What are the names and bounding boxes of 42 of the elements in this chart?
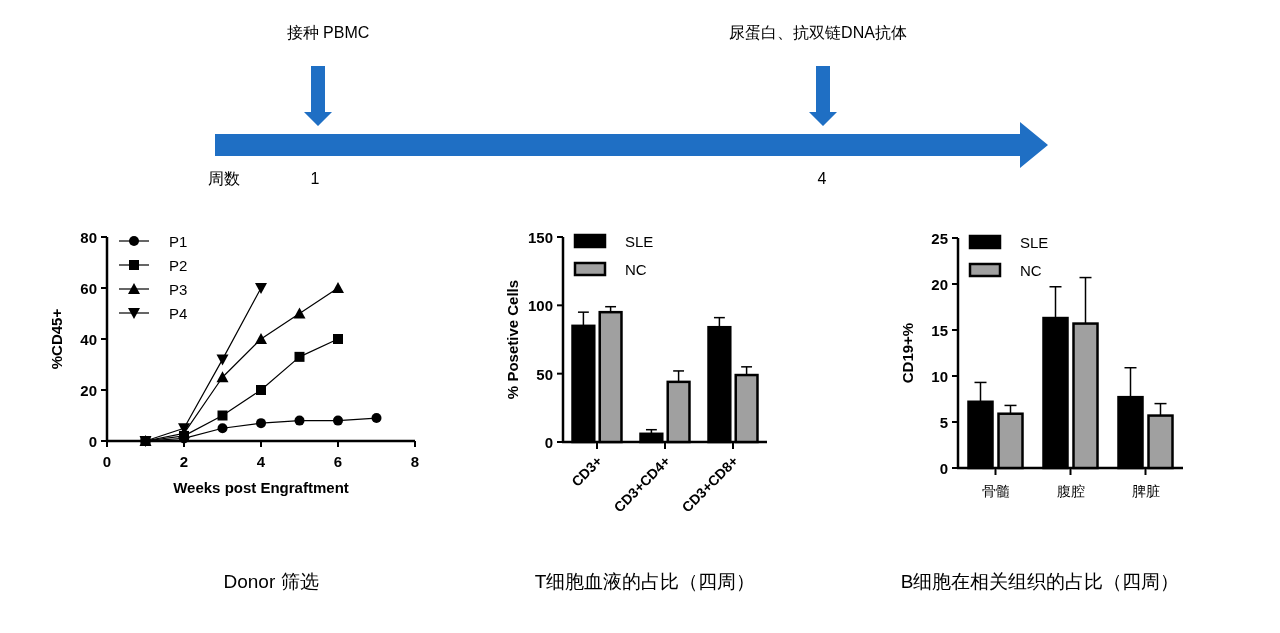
legend-label: P2 bbox=[169, 257, 188, 274]
y-axis-title: CD19+% bbox=[899, 322, 916, 384]
y-tick-label: 15 bbox=[931, 322, 948, 339]
y-tick-label: 50 bbox=[536, 365, 553, 383]
text: 周数 bbox=[208, 170, 240, 187]
legend-label: P3 bbox=[169, 281, 188, 298]
y-tick-label: 0 bbox=[544, 434, 553, 451]
x-tick-label: 2 bbox=[179, 453, 189, 470]
y-tick-label: 100 bbox=[527, 297, 553, 315]
x-tick-label: 腹腔 bbox=[1056, 483, 1085, 499]
x-tick-label: 8 bbox=[410, 453, 420, 470]
legend-label: NC bbox=[1020, 262, 1042, 279]
text: 4 bbox=[817, 170, 827, 187]
y-axis-title: % Posetive Cells bbox=[504, 279, 521, 400]
text: Donor 筛选 bbox=[223, 571, 319, 592]
y-tick-label: 60 bbox=[80, 280, 97, 297]
x-tick-label: 脾脏 bbox=[1131, 483, 1160, 499]
text: 尿蛋白、抗双链DNA抗体 bbox=[729, 24, 907, 41]
text: T细胞血液的占比（四周） bbox=[534, 571, 756, 592]
y-tick-label: 5 bbox=[939, 414, 948, 431]
y-tick-label: 10 bbox=[931, 368, 948, 385]
legend-label: SLE bbox=[1020, 234, 1049, 251]
x-tick-label: 0 bbox=[102, 453, 112, 470]
legend-label: SLE bbox=[625, 233, 654, 250]
y-tick-label: 40 bbox=[80, 331, 97, 348]
legend-label: P1 bbox=[169, 233, 188, 250]
legend-label: NC bbox=[625, 261, 647, 278]
x-tick-label: 骨髓 bbox=[981, 483, 1010, 499]
y-tick-label: 20 bbox=[80, 382, 97, 399]
y-tick-label: 150 bbox=[527, 229, 553, 246]
y-tick-label: 0 bbox=[88, 433, 97, 450]
legend-label: P4 bbox=[169, 305, 188, 322]
x-tick-label: 4 bbox=[256, 453, 266, 470]
y-tick-label: 80 bbox=[80, 229, 97, 246]
text: B细胞在相关组织的占比（四周） bbox=[900, 571, 1180, 592]
text: 接种 PBMC bbox=[286, 24, 370, 41]
text: 1 bbox=[310, 170, 320, 187]
y-axis-title: %CD45+ bbox=[48, 308, 65, 370]
x-axis-title: Weeks post Engraftment bbox=[173, 479, 349, 496]
y-tick-label: 20 bbox=[931, 276, 948, 293]
y-tick-label: 25 bbox=[931, 230, 948, 247]
x-tick-label: 6 bbox=[333, 453, 343, 470]
